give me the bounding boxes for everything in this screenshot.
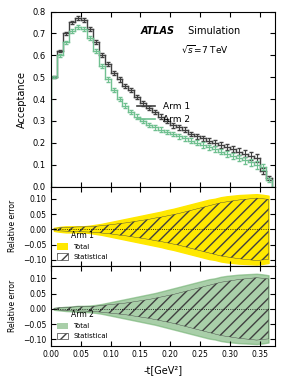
Text: ATLAS: ATLAS (140, 25, 174, 35)
Y-axis label: Acceptance: Acceptance (17, 71, 27, 127)
X-axis label: -t[GeV²]: -t[GeV²] (143, 365, 182, 375)
Y-axis label: Relative error: Relative error (8, 280, 17, 332)
Y-axis label: Relative error: Relative error (8, 200, 17, 252)
Text: $\sqrt{s}$=7 TeV: $\sqrt{s}$=7 TeV (181, 43, 229, 55)
Text: Simulation: Simulation (185, 25, 240, 35)
Legend: Total, Statistical: Total, Statistical (54, 228, 111, 263)
Legend: Arm 1, Arm 2: Arm 1, Arm 2 (134, 98, 193, 128)
Legend: Total, Statistical: Total, Statistical (54, 308, 111, 342)
